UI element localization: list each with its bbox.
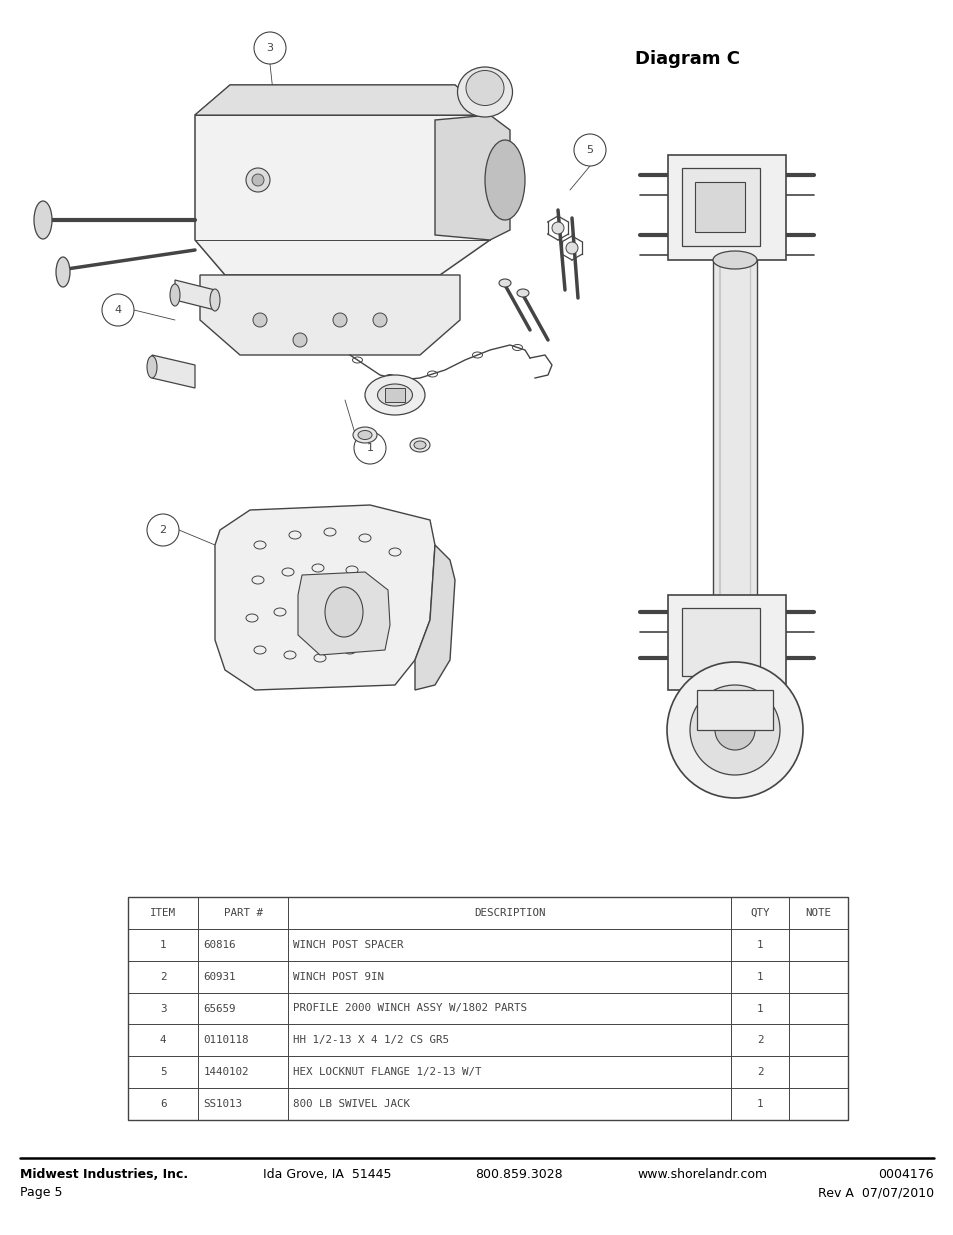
Text: 800.859.3028: 800.859.3028 [475,1168,562,1181]
Text: 1440102: 1440102 [203,1067,249,1077]
Circle shape [552,222,563,233]
Ellipse shape [410,438,430,452]
Text: PROFILE 2000 WINCH ASSY W/1802 PARTS: PROFILE 2000 WINCH ASSY W/1802 PARTS [294,1004,527,1014]
Bar [697,690,772,730]
Ellipse shape [498,279,511,287]
Text: Ida Grove, IA  51445: Ida Grove, IA 51445 [263,1168,391,1181]
Polygon shape [415,545,455,690]
Polygon shape [194,85,490,275]
Text: 3: 3 [160,1004,166,1014]
Text: ITEM: ITEM [150,908,176,918]
Polygon shape [200,275,459,354]
Circle shape [253,32,286,64]
Circle shape [333,312,347,327]
Polygon shape [152,354,194,388]
Text: 5: 5 [586,144,593,156]
Text: 60931: 60931 [203,972,235,982]
Text: 1: 1 [756,1099,762,1109]
Text: 2: 2 [756,1035,762,1045]
Text: 1: 1 [756,972,762,982]
Text: 6: 6 [160,1099,166,1109]
Circle shape [102,294,133,326]
Bar [128,897,847,1120]
Ellipse shape [147,356,157,378]
Polygon shape [194,85,490,115]
Text: 3: 3 [266,43,274,53]
Text: 2: 2 [159,525,167,535]
Bar [667,156,785,261]
Ellipse shape [210,289,220,311]
Text: Rev A  07/07/2010: Rev A 07/07/2010 [817,1186,933,1199]
Bar [385,388,405,403]
Text: 1: 1 [160,940,166,950]
Text: 800 LB SWIVEL JACK: 800 LB SWIVEL JACK [294,1099,410,1109]
Circle shape [565,242,578,254]
Text: 0004176: 0004176 [878,1168,933,1181]
Text: 1: 1 [756,1004,762,1014]
Ellipse shape [457,67,512,117]
Text: 0110118: 0110118 [203,1035,249,1045]
Ellipse shape [357,431,372,440]
Text: HH 1/2-13 X 4 1/2 CS GR5: HH 1/2-13 X 4 1/2 CS GR5 [294,1035,449,1045]
Polygon shape [174,280,214,310]
Text: 2: 2 [756,1067,762,1077]
Text: HEX LOCKNUT FLANGE 1/2-13 W/T: HEX LOCKNUT FLANGE 1/2-13 W/T [294,1067,481,1077]
Text: Midwest Industries, Inc.: Midwest Industries, Inc. [20,1168,188,1181]
Polygon shape [297,572,390,655]
Text: Page 5: Page 5 [20,1186,63,1199]
Text: WINCH POST SPACER: WINCH POST SPACER [294,940,403,950]
Text: 1: 1 [366,443,374,453]
Ellipse shape [465,70,503,105]
Text: SS1013: SS1013 [203,1099,242,1109]
Ellipse shape [414,441,426,450]
Text: 65659: 65659 [203,1004,235,1014]
Text: 4: 4 [160,1035,166,1045]
Text: DESCRIPTION: DESCRIPTION [474,908,545,918]
Circle shape [714,710,754,750]
Text: 1: 1 [756,940,762,950]
Circle shape [246,168,270,191]
Circle shape [354,432,386,464]
Text: WINCH POST 9IN: WINCH POST 9IN [294,972,384,982]
Bar [681,608,760,676]
Text: 60816: 60816 [203,940,235,950]
Text: NOTE: NOTE [804,908,831,918]
Text: Diagram C: Diagram C [635,49,740,68]
Circle shape [689,685,780,776]
Ellipse shape [712,251,757,269]
Polygon shape [712,261,757,600]
Text: QTY: QTY [749,908,769,918]
Ellipse shape [484,140,524,220]
Bar [681,168,760,246]
Circle shape [293,333,307,347]
Ellipse shape [517,289,529,296]
Bar [695,182,744,232]
Ellipse shape [365,375,424,415]
Text: 2: 2 [160,972,166,982]
Circle shape [574,135,605,165]
Ellipse shape [56,257,70,287]
Polygon shape [435,115,510,240]
Ellipse shape [325,587,363,637]
Text: 4: 4 [114,305,121,315]
Text: 5: 5 [160,1067,166,1077]
Circle shape [147,514,179,546]
Bar [667,595,785,690]
Circle shape [253,312,267,327]
Ellipse shape [377,384,412,406]
Ellipse shape [34,201,52,240]
Text: www.shorelandr.com: www.shorelandr.com [637,1168,766,1181]
Ellipse shape [353,427,376,443]
Ellipse shape [170,284,180,306]
Circle shape [666,662,802,798]
Circle shape [373,312,387,327]
Circle shape [252,174,264,186]
Polygon shape [214,505,435,690]
Text: PART #: PART # [224,908,263,918]
